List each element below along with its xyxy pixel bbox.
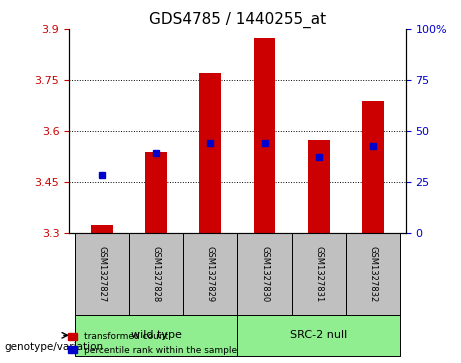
FancyBboxPatch shape [346, 233, 400, 315]
FancyBboxPatch shape [75, 315, 237, 356]
Text: GSM1327827: GSM1327827 [97, 246, 106, 302]
Text: wild type: wild type [130, 330, 182, 340]
Bar [145, 151, 167, 233]
FancyBboxPatch shape [237, 315, 400, 356]
Text: GSM1327829: GSM1327829 [206, 246, 215, 302]
Bar [362, 101, 384, 233]
FancyBboxPatch shape [183, 233, 237, 315]
Text: GSM1327830: GSM1327830 [260, 246, 269, 302]
Legend: transformed count, percentile rank within the sample: transformed count, percentile rank withi… [65, 329, 241, 359]
Bar [308, 140, 330, 233]
Title: GDS4785 / 1440255_at: GDS4785 / 1440255_at [149, 12, 326, 28]
Text: genotype/variation: genotype/variation [5, 342, 104, 352]
FancyBboxPatch shape [129, 233, 183, 315]
Text: SRC-2 null: SRC-2 null [290, 330, 348, 340]
Bar [254, 37, 275, 233]
FancyBboxPatch shape [237, 233, 292, 315]
FancyBboxPatch shape [75, 233, 129, 315]
Text: GSM1327832: GSM1327832 [369, 246, 378, 302]
FancyBboxPatch shape [292, 233, 346, 315]
Text: GSM1327828: GSM1327828 [152, 246, 160, 302]
Bar [200, 73, 221, 233]
Bar [91, 225, 112, 233]
Text: GSM1327831: GSM1327831 [314, 246, 323, 302]
